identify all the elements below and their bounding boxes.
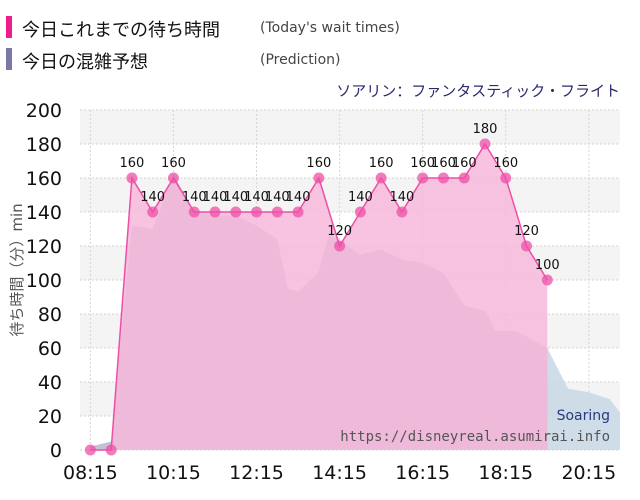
data-label: 120 — [327, 224, 352, 239]
x-tick-label: 18:15 — [478, 462, 533, 484]
data-point — [541, 274, 553, 286]
data-point — [84, 444, 96, 456]
data-point — [521, 240, 533, 252]
watermark-name: Soaring — [557, 408, 610, 424]
data-point — [354, 206, 366, 218]
data-label: 160 — [410, 156, 435, 171]
data-label: 140 — [223, 190, 248, 205]
data-point — [458, 172, 470, 184]
data-point — [417, 172, 429, 184]
data-label: 140 — [244, 190, 269, 205]
data-label: 160 — [493, 156, 518, 171]
data-label: 140 — [286, 190, 311, 205]
actual-swatch — [6, 16, 12, 38]
y-tick-label: 60 — [38, 338, 62, 360]
data-label: 140 — [265, 190, 290, 205]
data-label: 140 — [390, 190, 415, 205]
data-point — [188, 206, 200, 218]
y-tick-label: 120 — [26, 236, 62, 258]
legend-actual-label: 今日これまでの待ち時間 — [22, 20, 220, 41]
data-point — [292, 206, 304, 218]
data-label: 140 — [140, 190, 165, 205]
data-point — [271, 206, 283, 218]
data-point — [126, 172, 138, 184]
y-tick-label: 80 — [38, 304, 62, 326]
data-label: 100 — [535, 258, 560, 273]
data-label: 160 — [161, 156, 186, 171]
data-point — [437, 172, 449, 184]
data-point — [313, 172, 325, 184]
data-label: 160 — [120, 156, 145, 171]
data-point — [167, 172, 179, 184]
x-tick-labels: 08:15 10:15 12:15 14:15 16:15 18:15 20:15 — [63, 462, 616, 484]
data-label: 120 — [514, 224, 539, 239]
y-tick-labels: 0 20 40 60 80 100 120 140 160 180 200 — [26, 100, 62, 462]
actual-series-area — [90, 144, 548, 450]
data-point — [479, 138, 491, 150]
y-tick-label: 200 — [26, 100, 62, 122]
y-tick-label: 40 — [38, 372, 62, 394]
prediction-swatch — [6, 48, 12, 70]
data-label: 180 — [473, 122, 498, 137]
data-point — [500, 172, 512, 184]
legend-prediction-english: (Prediction) — [260, 52, 341, 68]
data-label: 140 — [203, 190, 228, 205]
data-label: 160 — [452, 156, 477, 171]
y-axis-label: 待ち時間（分）min — [8, 203, 26, 336]
x-tick-label: 20:15 — [561, 462, 616, 484]
data-point — [230, 206, 242, 218]
plot-band — [80, 110, 620, 144]
y-tick-label: 140 — [26, 202, 62, 224]
actual-series-points — [84, 138, 553, 456]
data-label: 160 — [431, 156, 456, 171]
data-label: 140 — [348, 190, 373, 205]
data-point — [147, 206, 159, 218]
data-label: 160 — [369, 156, 394, 171]
x-tick-label: 12:15 — [229, 462, 284, 484]
data-label: 160 — [306, 156, 331, 171]
data-point — [105, 444, 117, 456]
data-point — [396, 206, 408, 218]
data-point — [251, 206, 263, 218]
legend-actual-english: (Today's wait times) — [260, 20, 400, 36]
attraction-name: ソアリン：ファンタスティック・フライト — [336, 82, 620, 100]
data-point — [209, 206, 221, 218]
legend-prediction-label: 今日の混雑予想 — [22, 52, 148, 73]
y-tick-label: 0 — [50, 440, 62, 462]
x-tick-label: 08:15 — [63, 462, 118, 484]
x-tick-label: 16:15 — [395, 462, 450, 484]
legend-item-prediction: 今日の混雑予想 (Prediction) — [0, 44, 640, 73]
y-tick-label: 100 — [26, 270, 62, 292]
legend-item-actual: 今日これまでの待ち時間 (Today's wait times) — [0, 12, 640, 41]
legend: 今日これまでの待ち時間 (Today's wait times) 今日の混雑予想… — [0, 0, 640, 80]
data-label: 140 — [182, 190, 207, 205]
y-tick-label: 180 — [26, 134, 62, 156]
y-tick-label: 160 — [26, 168, 62, 190]
x-tick-label: 14:15 — [312, 462, 367, 484]
y-tick-label: 20 — [38, 406, 62, 428]
data-point — [334, 240, 346, 252]
data-labels: 1601401601401401401401401401601201401601… — [120, 122, 560, 273]
x-tick-label: 10:15 — [146, 462, 201, 484]
actual-area — [90, 144, 548, 450]
watermark-url: https://disneyreal.asumirai.info — [340, 429, 610, 445]
data-point — [375, 172, 387, 184]
